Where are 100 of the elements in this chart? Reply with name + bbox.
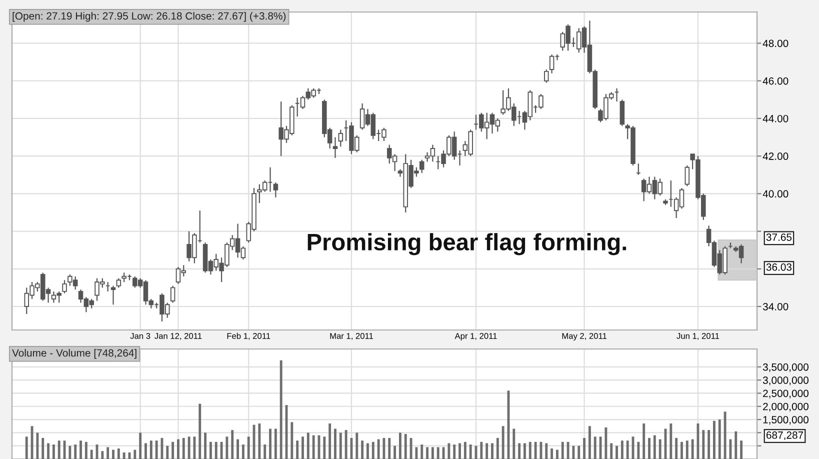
- bar: [534, 442, 537, 459]
- x-tick-label: Jan 3: [130, 333, 150, 339]
- bar: [702, 430, 705, 459]
- bar: [74, 444, 77, 459]
- bar: [356, 432, 358, 459]
- bar: [198, 404, 202, 459]
- bar: [404, 434, 407, 459]
- bar: [334, 428, 336, 459]
- bar: [616, 446, 618, 459]
- bar: [528, 442, 532, 459]
- bar: [344, 430, 348, 459]
- bar: [561, 442, 564, 459]
- bar: [491, 443, 494, 459]
- y-tick-label: 44.00: [762, 114, 788, 122]
- bar: [236, 439, 239, 459]
- candlestick: [338, 129, 344, 148]
- bar: [269, 428, 272, 459]
- bar: [372, 442, 374, 459]
- bar: [274, 428, 277, 459]
- bar: [578, 446, 580, 459]
- bar: [420, 444, 424, 459]
- bar: [144, 443, 147, 459]
- bar: [377, 439, 380, 459]
- bar: [139, 432, 142, 459]
- bar: [25, 436, 28, 459]
- bar: [306, 432, 310, 459]
- bar: [708, 430, 710, 459]
- bar: [361, 440, 364, 459]
- candlestick: [170, 285, 176, 304]
- bar: [101, 451, 104, 459]
- bar: [524, 443, 526, 459]
- bar: [588, 426, 591, 459]
- bar: [388, 438, 391, 459]
- bar: [42, 438, 44, 459]
- bar: [545, 443, 548, 459]
- bar: [122, 452, 126, 459]
- bar: [415, 447, 418, 459]
- bar: [740, 440, 743, 459]
- bar: [572, 446, 575, 459]
- bar: [134, 450, 136, 459]
- y-tick-label: 1,500,000: [763, 416, 808, 425]
- candlestick: [110, 285, 116, 306]
- bar: [518, 443, 521, 459]
- bar: [550, 448, 554, 459]
- bar: [453, 444, 456, 459]
- y-tick-label: 34.00: [762, 302, 788, 310]
- bar: [680, 442, 683, 459]
- bar: [290, 422, 294, 459]
- bar: [312, 435, 315, 459]
- bar: [80, 440, 82, 459]
- bar: [512, 428, 516, 459]
- y-tick-label: 3,000,000: [762, 376, 808, 386]
- bar: [642, 423, 646, 459]
- bar: [47, 443, 50, 459]
- bar: [648, 438, 650, 459]
- x-tick-label: Jun 1, 2011: [676, 333, 720, 340]
- x-tick-label: Mar 1, 2011: [330, 333, 373, 340]
- bar: [366, 443, 369, 459]
- bar: [193, 436, 196, 459]
- candlestick: [116, 278, 122, 288]
- bar: [436, 447, 440, 459]
- bar: [594, 436, 596, 459]
- bar: [626, 440, 629, 459]
- bar: [691, 439, 694, 459]
- bar: [68, 446, 72, 459]
- y-tick-label: 46.00: [762, 77, 788, 85]
- chart-title: [Open: 27.19 High: 27.95 Low: 26.18 Close: 27.67] (+3.8%): [12, 12, 286, 22]
- bar: [718, 420, 721, 459]
- bar: [188, 436, 190, 459]
- bar: [172, 442, 174, 459]
- bar: [426, 447, 428, 459]
- x-tick-label: Apr 1, 2011: [454, 333, 497, 341]
- bar: [84, 442, 88, 459]
- candlestick: [273, 182, 278, 198]
- bar: [480, 442, 483, 459]
- bar: [155, 440, 158, 459]
- bar: [610, 443, 613, 459]
- bar: [209, 442, 212, 459]
- bar: [556, 450, 558, 459]
- bar: [658, 439, 662, 459]
- bar: [30, 426, 34, 459]
- bar: [264, 444, 266, 459]
- bar: [670, 423, 672, 459]
- bar: [583, 438, 586, 459]
- bar: [339, 432, 342, 459]
- bar: [204, 432, 207, 459]
- candlestick: [62, 280, 67, 294]
- bar: [106, 447, 110, 459]
- bar: [177, 439, 180, 459]
- text: 687,287: [766, 431, 804, 440]
- text: 37.65: [766, 234, 792, 241]
- bar: [620, 440, 624, 459]
- bar: [231, 430, 234, 459]
- bar: [302, 436, 304, 459]
- bar: [58, 440, 60, 459]
- bar: [486, 443, 488, 459]
- bar: [52, 444, 55, 459]
- bar: [382, 438, 386, 459]
- x-tick-label: Jan 12, 2011: [154, 333, 202, 340]
- candlestick: [544, 68, 549, 84]
